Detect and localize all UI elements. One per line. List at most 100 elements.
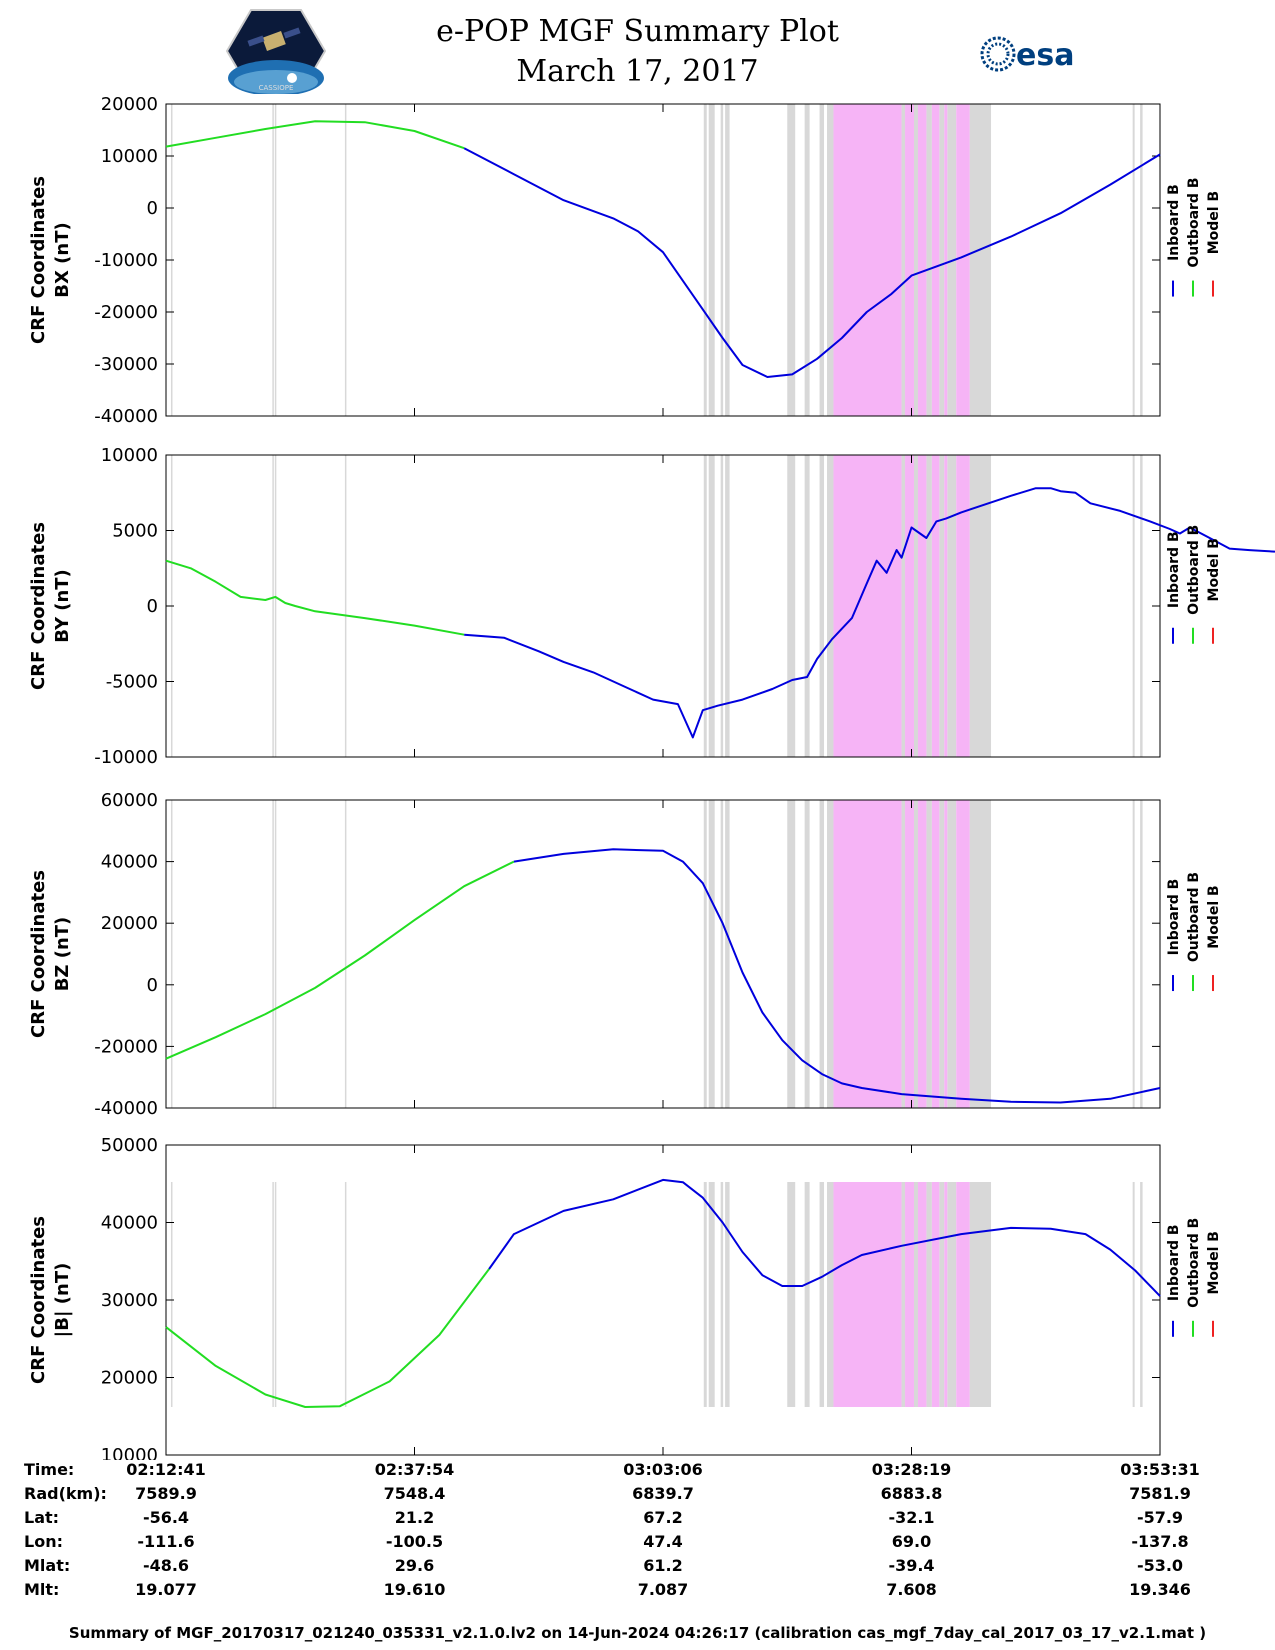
- y-tick-label: 0: [147, 596, 158, 617]
- y-tick-label: 20000: [101, 913, 158, 934]
- gray-data-gap-band: [1140, 1182, 1143, 1407]
- pink-data-band: [833, 455, 902, 757]
- gray-data-gap-band: [939, 104, 945, 416]
- legend-label: Model B: [1206, 538, 1222, 601]
- pink-data-band: [956, 800, 970, 1108]
- esa-logo: esa: [978, 34, 1088, 78]
- gray-data-gap-band: [913, 104, 918, 416]
- pink-data-band: [833, 104, 902, 416]
- info-cell: -56.4: [142, 1508, 190, 1527]
- y-tick-label: -10000: [94, 250, 158, 271]
- gray-data-gap-band: [1140, 800, 1143, 1108]
- pink-data-band: [917, 104, 927, 416]
- gray-data-gap-band: [939, 455, 945, 757]
- y-tick-label: -40000: [94, 406, 158, 427]
- info-cell: -32.1: [888, 1508, 935, 1527]
- series-line-outboard-b: [165, 559, 465, 636]
- pink-data-band: [944, 455, 948, 757]
- info-cell: 29.6: [394, 1556, 435, 1575]
- y-tick-label: 40000: [101, 852, 158, 873]
- pink-data-band: [931, 1182, 940, 1407]
- info-cell: 7589.9: [135, 1484, 197, 1503]
- info-row-label: Mlt:: [24, 1580, 60, 1599]
- gray-data-gap-band: [975, 800, 985, 1108]
- info-row-label: Time:: [24, 1460, 75, 1479]
- info-cell: 03:03:06: [623, 1460, 703, 1479]
- legend-label: Model B: [1206, 191, 1222, 254]
- plot-date: March 17, 2017: [516, 54, 759, 89]
- gray-data-gap-band: [901, 1182, 906, 1407]
- info-cell: 19.077: [135, 1580, 197, 1599]
- gray-data-gap-band: [344, 800, 347, 1108]
- info-row-label: Mlat:: [24, 1556, 71, 1575]
- gray-data-gap-band: [344, 104, 347, 416]
- y-axis-label: CRF Coordinates BX (nT): [28, 176, 73, 344]
- pink-data-band: [905, 800, 914, 1108]
- y-axis-label: CRF Coordinates BY (nT): [28, 522, 73, 690]
- info-cell: -48.6: [142, 1556, 190, 1575]
- info-cell: 21.2: [394, 1508, 435, 1527]
- pink-data-band: [917, 1182, 927, 1407]
- y-tick-label: 20000: [101, 94, 158, 115]
- legend-label: Outboard B: [1186, 525, 1202, 615]
- gray-data-gap-band: [926, 800, 932, 1108]
- gray-data-gap-band: [939, 1182, 945, 1407]
- gray-data-gap-band: [787, 455, 796, 757]
- pink-data-band: [944, 1182, 948, 1407]
- gray-data-gap-band: [975, 1182, 985, 1407]
- gray-data-gap-band: [1132, 1182, 1135, 1407]
- y-tick-label: 40000: [101, 1213, 158, 1234]
- gray-data-gap-band: [1140, 104, 1143, 416]
- gray-data-gap-band: [170, 1182, 173, 1407]
- gray-data-gap-band: [274, 104, 277, 416]
- gray-data-gap-band: [901, 104, 906, 416]
- y-axis-label-line: CRF Coordinates: [28, 522, 49, 690]
- gray-data-gap-band: [926, 104, 932, 416]
- gray-data-gap-band: [947, 1182, 957, 1407]
- info-cell: -39.4: [888, 1556, 935, 1575]
- gray-data-gap-band: [725, 800, 730, 1108]
- pink-data-band: [917, 800, 927, 1108]
- legend-label: Outboard B: [1186, 177, 1202, 267]
- pink-data-band: [833, 1182, 902, 1407]
- y-tick-label: -40000: [94, 1098, 158, 1119]
- pink-data-band: [956, 104, 970, 416]
- gray-data-gap-band: [1132, 455, 1135, 757]
- info-cell: 03:28:19: [871, 1460, 952, 1479]
- gray-data-gap-band: [272, 104, 274, 416]
- legend-label: Inboard B: [1166, 1224, 1182, 1301]
- gray-data-gap-band: [901, 455, 906, 757]
- series-line-outboard-b: [165, 120, 465, 150]
- gray-data-gap-band: [901, 800, 906, 1108]
- pink-data-band: [944, 800, 948, 1108]
- y-tick-label: 0: [147, 198, 158, 219]
- gray-data-gap-band: [720, 104, 724, 416]
- legend-label: Inboard B: [1166, 531, 1182, 608]
- gray-data-gap-band: [703, 104, 707, 416]
- gray-data-gap-band: [827, 455, 834, 757]
- footer-summary: Summary of MGF_20170317_021240_035331_v2…: [68, 1624, 1207, 1642]
- y-axis-label-line: BZ (nT): [52, 917, 73, 992]
- legend-label: Outboard B: [1186, 872, 1202, 962]
- y-tick-label: 30000: [101, 1290, 158, 1311]
- y-tick-label: -30000: [94, 354, 158, 375]
- series-line-inboard-b: [464, 487, 1275, 739]
- series-line-outboard-b: [165, 860, 515, 1060]
- info-cell: -137.8: [1131, 1532, 1189, 1551]
- plot-frame: [165, 799, 1161, 1109]
- gray-data-gap-band: [720, 1182, 724, 1407]
- gray-data-gap-band: [804, 455, 810, 757]
- gray-data-gap-band: [1140, 455, 1143, 757]
- pink-data-band: [905, 104, 914, 416]
- legend-label: Model B: [1206, 1231, 1222, 1294]
- plot-title-block: e-POP MGF Summary Plot March 17, 2017: [0, 12, 1275, 92]
- y-tick-label: 0: [147, 975, 158, 996]
- y-axis-label-line: CRF Coordinates: [28, 870, 49, 1038]
- y-tick-label: -10000: [94, 747, 158, 768]
- gray-data-gap-band: [725, 104, 730, 416]
- plot-title: e-POP MGF Summary Plot: [436, 14, 839, 49]
- cassiope-logo: CASSIOPE: [225, 8, 327, 98]
- cassiope-logo-text: CASSIOPE: [259, 84, 294, 92]
- legend-label: Outboard B: [1186, 1218, 1202, 1308]
- gray-data-gap-band: [274, 455, 277, 757]
